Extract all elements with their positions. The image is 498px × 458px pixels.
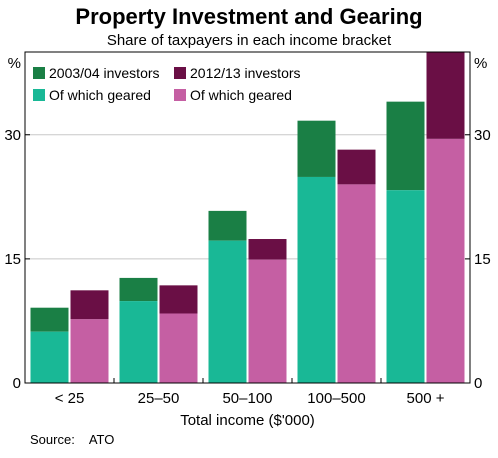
legend-label: 2012/13 investors — [190, 65, 301, 81]
y-tick-label-right: 15 — [474, 251, 491, 268]
bar-investors — [159, 285, 198, 314]
source-label: Source: — [30, 432, 75, 447]
y-tick-label-right: 0 — [474, 375, 482, 392]
x-tick-label: 500 + — [407, 390, 445, 407]
bar-investors — [70, 290, 109, 320]
bar-geared — [119, 301, 158, 383]
y-axis-label-left: % — [8, 55, 21, 72]
bar-geared — [337, 184, 376, 383]
x-axis-label: Total income ($'000) — [180, 412, 315, 429]
y-tick-label-left: 0 — [13, 375, 21, 392]
bar-investors — [119, 277, 158, 302]
legend-swatch — [174, 89, 186, 101]
x-tick-label: < 25 — [55, 390, 85, 407]
bar-investors — [30, 307, 69, 332]
x-tick-label: 50–100 — [222, 390, 272, 407]
bar-geared — [297, 176, 336, 383]
x-tick-label: 100–500 — [307, 390, 365, 407]
legend-label: Of which geared — [49, 87, 151, 103]
y-tick-label-right: 30 — [474, 127, 491, 144]
legend-swatch — [174, 67, 186, 79]
bar-investors — [426, 52, 465, 139]
plot-frame — [24, 51, 471, 384]
chart-subtitle: Share of taxpayers in each income bracke… — [106, 32, 392, 49]
bar-geared — [248, 259, 287, 383]
bar-geared — [426, 138, 465, 383]
legend-swatch — [33, 67, 45, 79]
bar-investors — [248, 239, 287, 260]
chart-title: Property Investment and Gearing — [75, 4, 423, 29]
source-note: Source: ATO — [30, 432, 114, 447]
y-axis-label-right: % — [474, 55, 487, 72]
bar-geared — [386, 190, 425, 383]
legend-label: 2003/04 investors — [49, 65, 160, 81]
bar-geared — [30, 331, 69, 383]
bar-geared — [159, 313, 198, 383]
legend-label: Of which geared — [190, 87, 292, 103]
y-tick-label-left: 15 — [4, 251, 21, 268]
bar-investors — [337, 149, 376, 185]
source-value: ATO — [88, 432, 115, 447]
bar-investors — [386, 101, 425, 191]
legend-swatch — [33, 89, 45, 101]
x-tick-label: 25–50 — [138, 390, 180, 407]
bar-investors — [297, 120, 336, 177]
bar-geared — [70, 319, 109, 383]
y-tick-label-left: 30 — [4, 127, 21, 144]
bar-geared — [208, 240, 247, 383]
bar-investors — [208, 210, 247, 241]
